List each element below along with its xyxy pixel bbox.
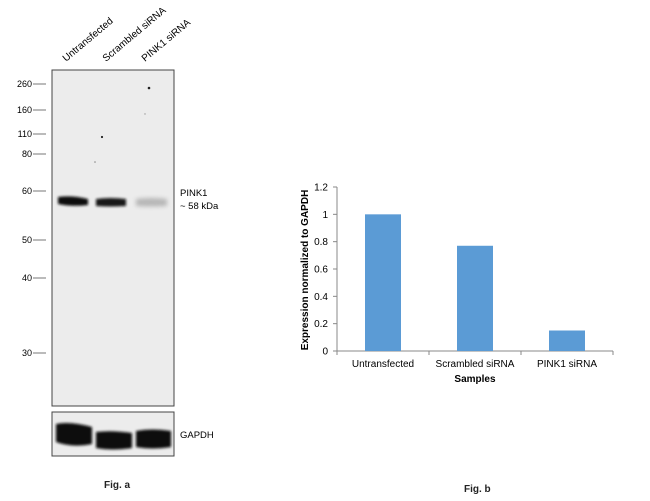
bar-scrambled-sirna	[457, 245, 493, 351]
marker-ladder: 260 160 110 80 60 50 40 30	[17, 79, 46, 358]
gapdh-band-scrambled	[96, 431, 132, 450]
figure-b-caption: Fig. b	[464, 484, 491, 495]
gapdh-band-pink1-sirna	[136, 429, 171, 449]
marker-label: 80	[22, 149, 32, 159]
marker-label: 30	[22, 348, 32, 358]
y-tick-label: 0.4	[314, 292, 328, 303]
marker-label: 50	[22, 235, 32, 245]
pink1-band-scrambled	[96, 198, 126, 207]
blot-speck	[100, 135, 104, 139]
loading-control-label: GAPDH	[180, 430, 214, 441]
x-tick-label: Untransfected	[352, 359, 414, 370]
y-tick-label: 0	[322, 347, 328, 358]
pink1-band-pink1-sirna	[136, 198, 167, 207]
y-tick-label: 0.2	[314, 319, 328, 330]
marker-label: 160	[17, 105, 32, 115]
blot-speck	[147, 86, 151, 90]
x-axis-ticks: Untransfected Scrambled siRNA PINK1 siRNA	[336, 351, 614, 370]
y-tick-label: 1	[322, 210, 328, 221]
bar-chart: 0 0.2 0.4 0.6 0.8 1 1.2 Untransfected Scrambled…	[300, 183, 614, 385]
band-label-pink1: PINK1	[180, 188, 207, 199]
pink1-bands	[58, 196, 167, 207]
band-size-label: ~ 58 kDa	[180, 201, 219, 212]
gapdh-band-untransfected	[56, 423, 92, 446]
blot-speck	[94, 161, 96, 163]
x-axis-title: Samples	[454, 374, 496, 385]
y-axis-ticks: 0 0.2 0.4 0.6 0.8 1 1.2	[314, 183, 337, 358]
y-tick-label: 0.8	[314, 237, 328, 248]
marker-label: 260	[17, 79, 32, 89]
bar-untransfected	[365, 214, 401, 351]
figure-a-caption: Fig. a	[104, 480, 131, 491]
y-tick-label: 1.2	[314, 183, 328, 194]
x-tick-label: Scrambled siRNA	[436, 359, 515, 370]
pink1-band-untransfected	[58, 196, 88, 206]
x-tick-label: PINK1 siRNA	[537, 359, 597, 370]
marker-label: 110	[18, 129, 32, 139]
y-axis-title: Expression normalized to GAPDH	[300, 190, 311, 351]
marker-label: 40	[22, 273, 32, 283]
lane-label-scrambled: Scrambled siRNA	[101, 5, 169, 64]
blot-speck	[144, 113, 146, 115]
y-tick-label: 0.6	[314, 265, 328, 276]
gapdh-bands	[56, 423, 171, 450]
blot-main-panel	[51, 69, 175, 407]
bars	[365, 214, 585, 351]
bar-pink1-sirna	[549, 330, 585, 351]
marker-label: 60	[22, 186, 32, 196]
